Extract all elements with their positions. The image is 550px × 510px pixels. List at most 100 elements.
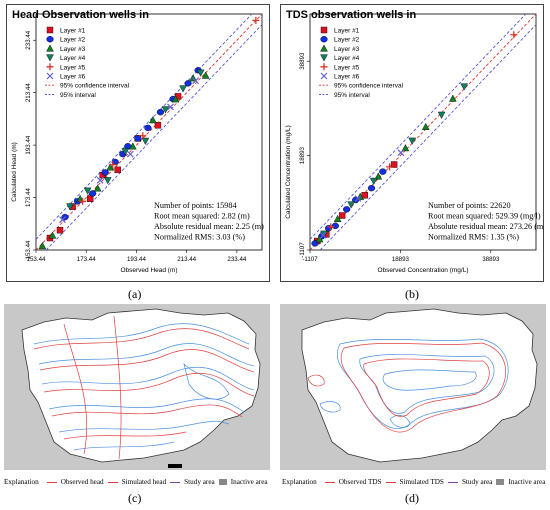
study-area-outline	[301, 308, 538, 463]
data-point-layer-3	[449, 94, 457, 102]
head-contour-map	[4, 304, 270, 470]
data-points	[38, 16, 260, 250]
legend-label-layer-4: Layer #4	[334, 55, 360, 62]
x-tick-label: 38893	[482, 256, 500, 263]
head-map-legend: Explanation Observed head Simulated head…	[4, 478, 268, 486]
tds-map-legend: Explanation Observed TDS Simulated TDS S…	[282, 478, 545, 486]
y-tick-label: 233.44	[25, 30, 32, 49]
data-point-layer-6	[319, 231, 327, 239]
x-tick-label: -1107	[302, 256, 318, 263]
data-point-layer-4	[121, 148, 130, 156]
panel-label-a: (a)	[128, 287, 142, 301]
prediction-interval-upper	[309, 13, 527, 240]
observed-tds-contour	[307, 374, 325, 387]
simulated-head-contour	[73, 441, 175, 451]
legend-label-layer-1: Layer #1	[334, 28, 360, 35]
data-point-layer-5	[386, 163, 394, 171]
data-point-layer-1	[361, 192, 368, 199]
statistic-line: Absolute residual mean: 2.25 (m)	[154, 222, 264, 231]
x-axis-label: Observed Head (m)	[120, 267, 177, 274]
panel-label-c: (c)	[128, 491, 142, 505]
data-point-layer-1	[114, 166, 121, 174]
data-point-layer-4	[141, 137, 150, 145]
x-axis-label: Observed Concentration (mg/L)	[377, 267, 468, 274]
data-point-layer-3	[201, 71, 210, 79]
data-point-layer-2	[184, 80, 192, 87]
observed-tds-contour	[363, 358, 490, 417]
simulated-tds-contour	[319, 401, 341, 413]
legend-marker-layer-1	[46, 26, 54, 34]
simulated-head-contour	[58, 420, 230, 433]
observed-head-contour	[63, 431, 187, 440]
fit-statistics: Number of points: 22620 Root mean squared…	[428, 201, 550, 242]
fit-statistics: Number of points: 15984 Root mean squared…	[154, 201, 264, 242]
observed-head-contour	[63, 323, 88, 455]
legend-explanation-label: Explanation	[282, 478, 317, 486]
legend-confidence-label: 95% confidence interval	[60, 83, 130, 90]
legend-marker-layer-2	[46, 36, 54, 43]
head-scatter-chart: 153.44 173.44 193.44 213.44 233.44 153.44 173.…	[6, 4, 270, 282]
x-tick-label: 18893	[392, 256, 410, 263]
simulated-head-contour	[41, 366, 255, 391]
legend-marker-layer-5	[320, 63, 328, 71]
data-point-layer-3	[38, 241, 47, 250]
data-point-layer-3	[106, 163, 115, 171]
legend-explanation-label: Explanation	[4, 478, 39, 486]
data-point-layer-2	[144, 124, 152, 132]
y-axis-label: Calculated Head (m)	[11, 142, 18, 202]
data-point-layer-1	[154, 122, 162, 129]
data-point-layer-2	[379, 168, 387, 175]
y-tick-label: 153.44	[25, 240, 32, 259]
head-map-svg	[4, 304, 270, 470]
legend-label-layer-5: Layer #5	[60, 64, 86, 71]
legend-label-layer-3: Layer #3	[334, 46, 360, 53]
data-point-layer-5	[139, 132, 147, 140]
legend-inactive-area: Inactive area	[508, 478, 546, 486]
data-point-layer-2	[367, 184, 376, 192]
data-point-layer-3	[171, 95, 180, 103]
legend-inactive-area: Inactive area	[230, 478, 268, 486]
y-tick-label: 213.44	[25, 83, 32, 102]
y-tick-label: 18893	[299, 146, 306, 164]
observed-tds-swatch	[324, 481, 335, 483]
statistic-line: Number of points: 15984	[154, 201, 237, 210]
data-point-layer-4	[83, 187, 92, 195]
prediction-interval-lower	[45, 24, 263, 251]
data-point-layer-4	[347, 201, 355, 209]
x-tick-label: 233.44	[227, 256, 246, 263]
data-point-layer-2	[89, 190, 97, 197]
simulated-head-contour	[38, 343, 255, 367]
inactive-area-swatch	[496, 479, 505, 485]
y-tick-label: -1107	[299, 242, 306, 258]
data-point-layer-2	[101, 169, 109, 176]
data-point-layer-3	[374, 172, 383, 180]
observed-head-contour	[113, 315, 122, 460]
legend-label-layer-1: Layer #1	[60, 28, 86, 35]
legend-marker-layer-1	[320, 26, 328, 34]
inactive-area-swatch	[218, 479, 227, 485]
y-tick-label: 173.44	[25, 188, 32, 207]
legend-observed-head: Observed head	[60, 478, 104, 486]
head-scatter-panel: 153.44 173.44 193.44 213.44 233.44 153.44 173.…	[6, 4, 270, 282]
chart-title: TDS observation wells in	[286, 9, 416, 21]
legend-label-layer-2: Layer #2	[60, 37, 86, 44]
data-point-layer-5	[109, 161, 117, 169]
tds-contour-map	[280, 304, 546, 470]
data-point-layer-4	[460, 83, 468, 91]
legend-marker-layer-4	[46, 54, 54, 62]
legend-interval-label: 95% interval	[60, 92, 96, 99]
legend-marker-layer-3	[320, 44, 328, 52]
data-point-layer-1	[390, 161, 398, 168]
data-point-layer-3	[421, 122, 430, 130]
data-point-layer-2	[156, 108, 165, 116]
x-tick-label: 193.44	[127, 256, 146, 263]
legend-label-layer-4: Layer #4	[60, 55, 86, 62]
data-point-layer-4	[161, 106, 170, 114]
legend-label-layer-5: Layer #5	[334, 64, 360, 71]
observed-head-swatch	[46, 481, 57, 483]
data-point-layer-5	[79, 197, 87, 205]
study-area-swatch	[170, 481, 181, 483]
observed-head-contour	[43, 372, 255, 397]
data-point-layer-4	[369, 177, 378, 185]
data-point-layer-4	[66, 203, 74, 211]
